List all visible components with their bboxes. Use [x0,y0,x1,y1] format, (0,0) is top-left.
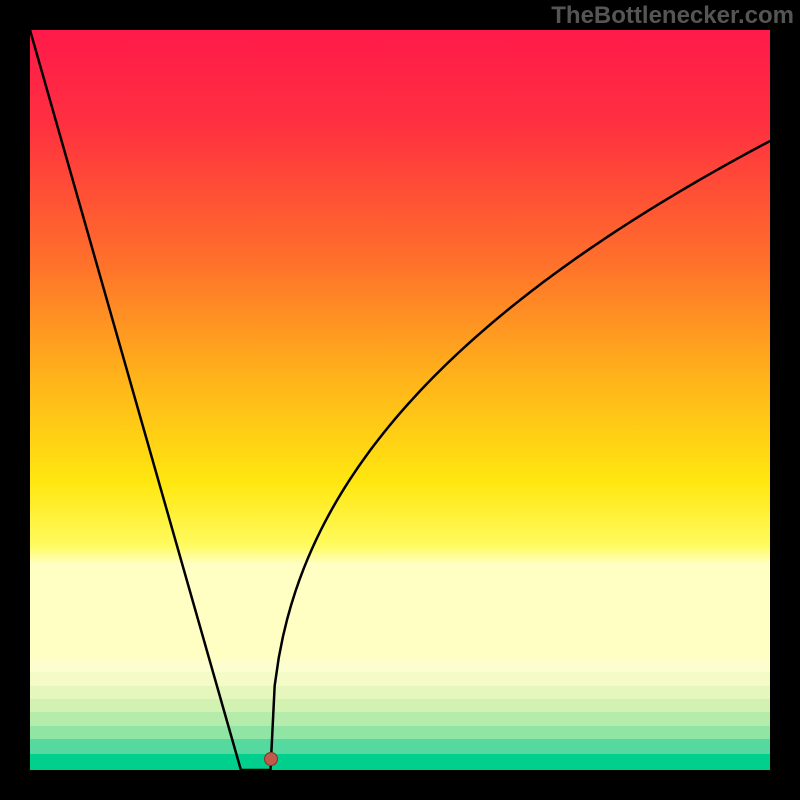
optimal-point-marker [264,752,278,766]
plot-area [30,30,770,770]
chart-container: TheBottlenecker.com [0,0,800,800]
bottleneck-curve [30,30,770,770]
watermark-text: TheBottlenecker.com [551,2,794,30]
curve-path [30,30,770,770]
